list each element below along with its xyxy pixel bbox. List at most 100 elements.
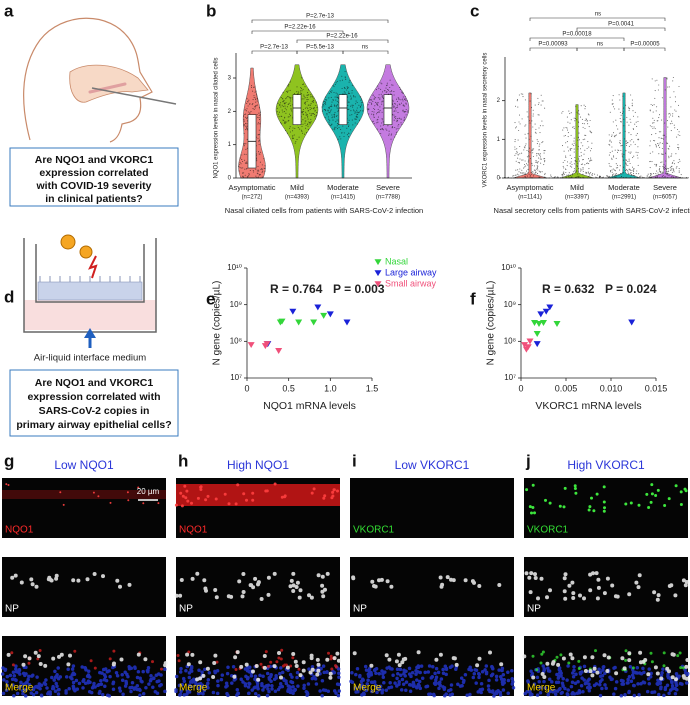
np-stain	[6, 650, 168, 668]
x-tick-label: 0.005	[555, 383, 578, 393]
violin	[512, 92, 548, 179]
data-point	[533, 331, 541, 337]
data-point	[524, 344, 532, 351]
question-box	[9, 147, 179, 207]
question-line: expression correlated	[39, 167, 148, 179]
significance-bracket	[296, 39, 389, 43]
significance-label: P=2.22e-16	[326, 34, 358, 40]
group-label: Moderate	[608, 183, 640, 192]
data-point	[310, 319, 318, 326]
data-point	[533, 341, 541, 348]
nuclei-stain	[174, 664, 342, 698]
significance-bracket	[529, 37, 625, 41]
group-label: Mild	[570, 183, 584, 192]
significance-bracket	[623, 47, 666, 51]
x-tick-label: 0.010	[600, 383, 623, 393]
question-line: SARS-CoV-2 copies in	[39, 405, 150, 417]
y-tick-label: 10¹⁰	[501, 263, 516, 272]
group-label: Moderate	[327, 183, 359, 192]
violin	[606, 92, 642, 179]
panel-title: Low VKORC1	[395, 458, 470, 472]
stain-band	[2, 490, 166, 499]
violin	[647, 77, 683, 179]
data-point	[314, 304, 322, 311]
data-point	[535, 321, 543, 327]
group-n: (n=2991)	[612, 195, 636, 201]
panel-letter: c	[470, 1, 479, 20]
stain-spots	[174, 482, 340, 508]
y-axis-label: VKORC1 expression levels in nasal secret…	[483, 53, 489, 188]
data-point	[263, 341, 271, 348]
significance-bracket	[576, 47, 625, 51]
y-tick-label: 1	[497, 137, 501, 143]
data-point	[521, 342, 529, 349]
significance-bracket	[251, 30, 344, 34]
y-tick-label: 3	[228, 76, 232, 82]
data-point	[326, 311, 334, 318]
panel-title: High NQO1	[227, 458, 289, 472]
group-n: (n=7788)	[376, 195, 400, 201]
panel-title: Low NQO1	[54, 458, 114, 472]
significance-bracket	[296, 50, 344, 54]
y-tick-label: 10⁸	[230, 336, 242, 345]
panel-letter: a	[4, 1, 14, 20]
significance-bracket	[529, 47, 578, 51]
legend-marker	[374, 281, 382, 288]
channel-label: VKORC1	[527, 525, 569, 536]
y-axis-label: N gene (copies/µL)	[486, 281, 497, 366]
significance-label: P=0.00093	[538, 42, 568, 48]
significance-label: P=2.7e-13	[260, 45, 289, 51]
channel-label: Merge	[353, 683, 382, 694]
x-axis-label: Nasal secretory cells from patients with…	[494, 206, 690, 215]
data-point	[289, 308, 297, 315]
data-point	[278, 318, 286, 325]
data-point	[275, 348, 283, 355]
legend-label: Large airway	[385, 267, 437, 277]
np-stain	[524, 571, 689, 602]
data-point	[553, 321, 561, 327]
significance-label: P=2.22e-16	[284, 25, 316, 31]
y-axis-label: NQO1 expression levels in nasal ciliated…	[214, 57, 220, 178]
np-stain	[10, 572, 132, 589]
legend-marker	[374, 259, 382, 266]
y-tick-label: 10⁹	[230, 300, 242, 309]
group-n: (n=3397)	[565, 195, 589, 201]
data-point	[537, 311, 545, 318]
channel-label: VKORC1	[353, 525, 395, 536]
significance-label: ns	[595, 12, 601, 18]
panel-letter: b	[206, 1, 216, 20]
micrograph	[176, 557, 340, 617]
micrograph	[524, 478, 688, 538]
channel-label: NP	[179, 604, 193, 615]
panel-title: High VKORC1	[567, 458, 645, 472]
panel-letter: j	[525, 451, 531, 470]
channel-label: Merge	[527, 683, 556, 694]
violin	[559, 104, 595, 179]
y-tick-label: 0	[497, 176, 501, 182]
nuclei-stain	[349, 664, 516, 698]
group-n: (n=272)	[242, 195, 263, 201]
head-illustration	[23, 17, 177, 143]
significance-bracket	[576, 27, 666, 31]
x-tick-label: 0	[244, 383, 249, 393]
stain-band	[176, 484, 340, 506]
nuclei-stain	[0, 664, 167, 698]
data-point	[526, 338, 534, 345]
channel-label: NQO1	[5, 525, 34, 536]
y-tick-label: 10⁹	[504, 300, 516, 309]
group-n: (n=6057)	[653, 195, 677, 201]
x-tick-label: 0.015	[645, 383, 668, 393]
np-stain	[174, 571, 330, 601]
panel-letter: h	[178, 451, 188, 470]
stain-spots	[5, 483, 160, 506]
channel-label: NP	[353, 604, 367, 615]
data-point	[247, 342, 255, 349]
stain-spots	[525, 483, 688, 515]
x-tick-label: 1.0	[324, 383, 337, 393]
group-label: Asymptomatic	[228, 183, 275, 192]
legend-label: Small airway	[385, 278, 437, 288]
channel-label: Merge	[179, 683, 208, 694]
significance-label: ns	[362, 45, 368, 51]
y-tick-label: 10⁸	[504, 336, 516, 345]
